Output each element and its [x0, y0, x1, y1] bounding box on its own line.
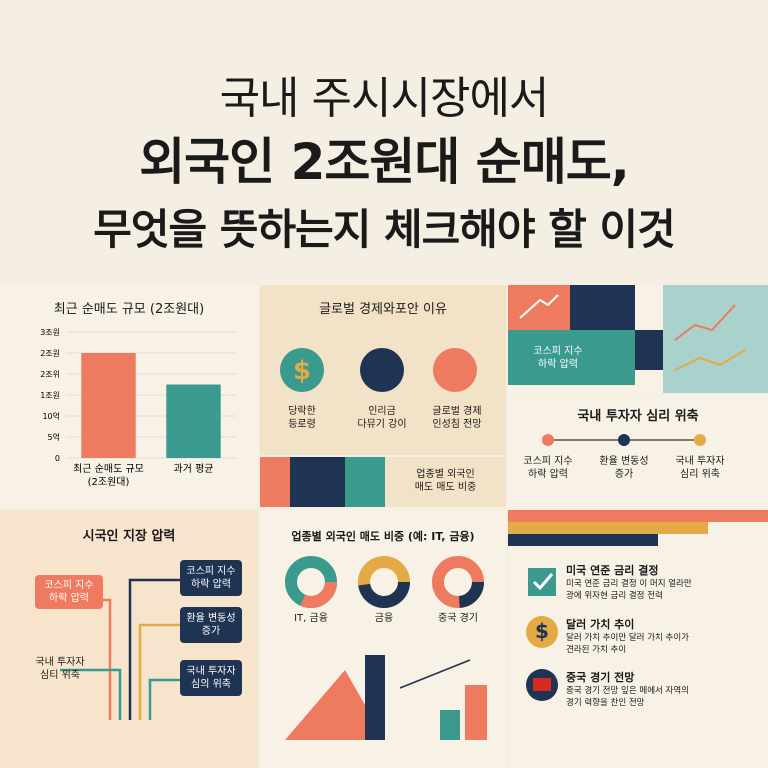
- factor-desc: 미국 연준 금리 결정 이 머지 얼라만 광에 위자현 금리 결정 전력: [566, 579, 692, 601]
- title-line: 외국인 2조원대 순매도,: [139, 133, 630, 191]
- item-label: 환율 변동성 증가: [599, 456, 649, 480]
- y-tick-label: 10억: [42, 411, 60, 421]
- item-label: 당락한 등로령: [288, 406, 316, 430]
- flow-box: 코스피 지수 하락 압력: [186, 566, 236, 590]
- bar: [166, 384, 221, 458]
- panel-title: 글로벌 경제와포안 이유: [319, 302, 447, 317]
- x-tick-label: 최근 순매도 규모 (2조원대): [73, 463, 144, 488]
- factor-title: 중국 경기 전망: [566, 671, 635, 684]
- title-line: 무엇을 뜻하는지 체크해야 할 이것: [93, 205, 675, 254]
- factor-desc: 달러 가치 추이만 달러 가치 추이가 견라된 가치 추이: [566, 633, 689, 655]
- flow-box: 환율 변동성 증가: [186, 613, 236, 637]
- icon: $: [292, 356, 312, 386]
- y-tick-label: 0: [55, 454, 60, 463]
- donut-label: IT, 금융: [294, 613, 328, 624]
- panel-title: 국내 투자자 심리 위축: [577, 409, 699, 424]
- donut-label: 중국 경기: [438, 613, 478, 624]
- y-tick-label: 2조원: [40, 349, 60, 358]
- flow-box: 국내 투자자 심의 위축: [186, 666, 236, 690]
- item-label: 국내 투자자 심리 위축: [675, 456, 725, 480]
- box-label: 코스피 지수 하락 압력: [533, 346, 583, 370]
- factor-title: 달러 가치 추이: [566, 618, 635, 631]
- y-tick-label: 1조원: [40, 391, 60, 400]
- bar: [81, 353, 136, 458]
- y-tick-label: 2조위: [40, 370, 60, 379]
- icon: $: [535, 619, 549, 643]
- y-tick-label: 5억: [48, 432, 60, 442]
- title-line: 국내 주시시장에서: [219, 73, 550, 124]
- factor-title: 미국 연준 금리 결정: [566, 564, 659, 577]
- panel-title: 업종별 외국인 매도 비중 (예: IT, 금융): [291, 530, 475, 543]
- factor-desc: 중국 경기 전망 잎은 메에서 자역의 경기 력향을 찬인 전망: [566, 686, 689, 708]
- flow-box: 코스피 지수 하락 압력: [44, 580, 94, 604]
- chart-title: 최근 순매도 규모 (2조원대): [53, 302, 205, 317]
- panel-title: 시국인 지장 압력: [82, 529, 176, 544]
- y-tick-label: 3조원: [40, 328, 60, 337]
- item-label: 글로벌 경제 인성침 전망: [432, 406, 482, 430]
- x-tick-label: 과거 평균: [174, 463, 214, 475]
- flow-box: 국내 투자자 심티 위축: [35, 657, 85, 681]
- item-label: 코스피 지수 하락 압력: [523, 456, 573, 480]
- donut-label: 금융: [374, 613, 394, 624]
- strip-label: 업종별 외국인 매도 매도 비중: [414, 469, 477, 493]
- item-label: 인리금 다뮤기 강이: [357, 406, 407, 430]
